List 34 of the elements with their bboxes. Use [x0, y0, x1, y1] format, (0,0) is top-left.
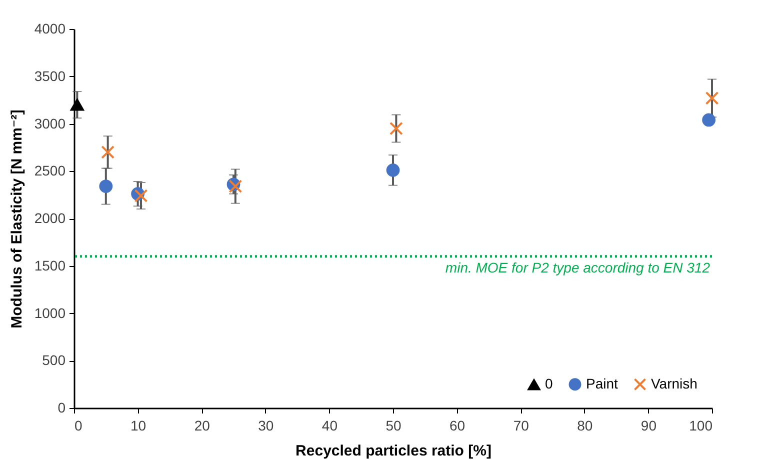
x-tick-label: 30 — [258, 418, 274, 434]
x-tick-label: 60 — [450, 418, 466, 434]
y-tick-label: 1500 — [34, 257, 66, 274]
y-tick-label: 500 — [42, 352, 66, 368]
x-axis-title: Recycled particles ratio [%] — [296, 442, 492, 460]
ref-line-label: min. MOE for P2 type according to EN 312 — [445, 259, 710, 276]
x-tick-label: 70 — [513, 418, 530, 434]
y-axis-title: Modulus of Elasticity [N mm⁻²] — [8, 110, 26, 328]
y-tick-label: 2000 — [34, 210, 66, 226]
point — [389, 122, 403, 136]
point — [386, 163, 400, 177]
point — [70, 98, 84, 111]
y-tick-label: 3000 — [34, 115, 66, 132]
legend-label: 0 — [545, 376, 553, 392]
x-tick-label: 20 — [194, 418, 210, 434]
x-tick-label: 0 — [74, 418, 82, 434]
y-tick-label: 0 — [58, 400, 66, 416]
x-tick-label: 80 — [577, 418, 593, 434]
y-tick-label: 3500 — [34, 68, 66, 84]
y-tick-label: 4000 — [34, 20, 66, 36]
x-tick-label: 50 — [386, 418, 402, 434]
y-tick-label: 2500 — [34, 162, 66, 179]
x-tick-label: 90 — [640, 418, 657, 434]
x-tick-label: 40 — [322, 418, 338, 434]
legend-label: Varnish — [651, 375, 698, 392]
point — [99, 180, 113, 193]
point — [705, 91, 719, 105]
x-tick-label: 100 — [689, 418, 713, 434]
point — [702, 113, 716, 127]
legend-label: Paint — [586, 375, 618, 392]
point — [134, 189, 148, 202]
y-tick-label: 1000 — [34, 304, 66, 321]
point — [101, 145, 115, 159]
x-tick-label: 10 — [130, 418, 146, 434]
